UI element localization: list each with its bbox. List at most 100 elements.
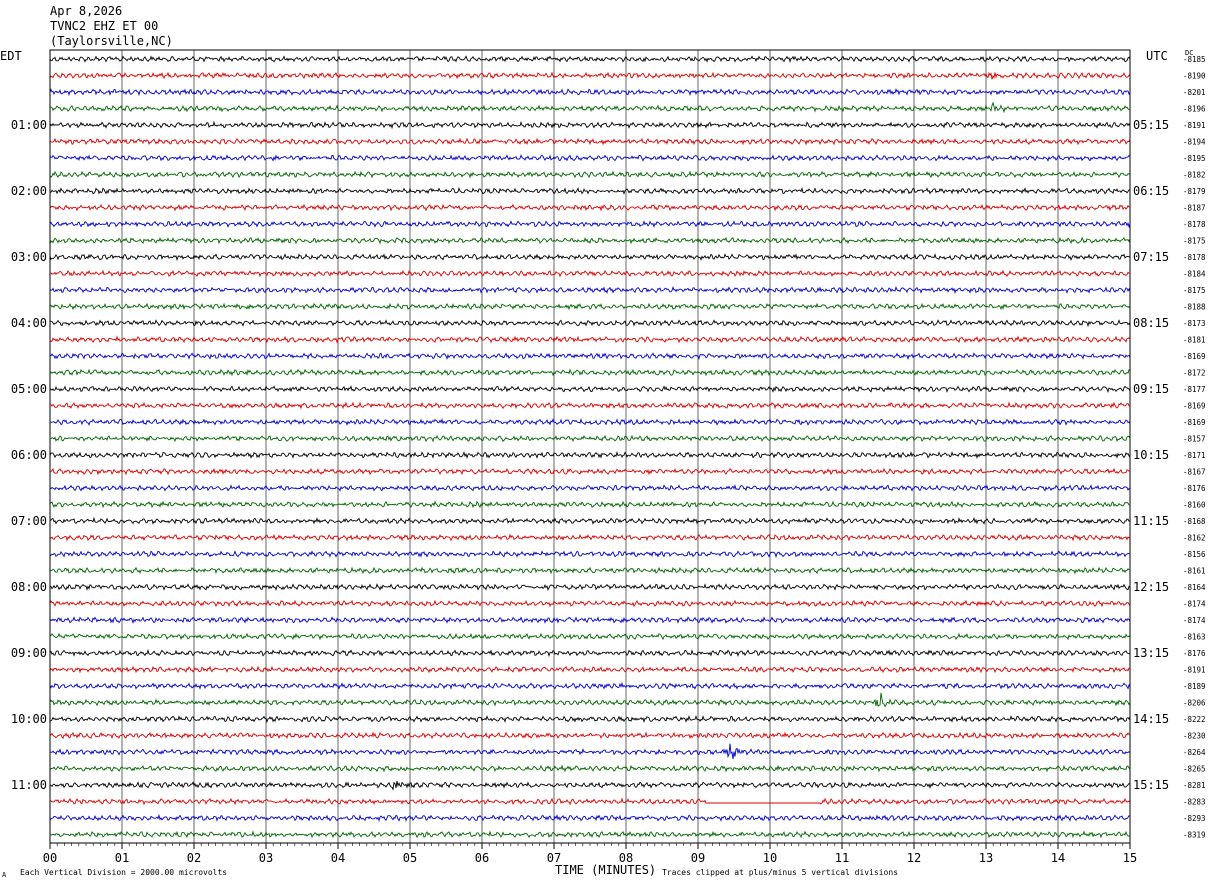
trace-38 [49,681,1131,690]
header-station: TVNC2 EHZ ET 00 [50,19,159,33]
trace-33 [49,599,1131,608]
x-tick-label-12: 12 [907,851,921,865]
right-hour-label: 10:15 [1133,448,1169,462]
dc-offset-label: -8175 [1183,237,1206,246]
x-tick-label-10: 10 [763,851,777,865]
dc-offset-label: -8169 [1183,402,1206,411]
x-axis: 00 01 02 03 04 05 06 07 08 09 10 11 12 13 14 15 [43,843,1137,865]
trace-30 [49,550,1131,559]
dc-offset-label: -8230 [1183,732,1206,741]
x-tick-label-00: 00 [43,851,57,865]
trace-34 [49,616,1131,625]
dc-offset-label: -8283 [1183,798,1206,807]
dc-offset-label: -8206 [1183,699,1206,708]
trace-47 [49,830,1131,839]
dc-offset-label: -8184 [1183,270,1206,279]
x-tick-label-05: 05 [403,851,417,865]
trace-9 [49,203,1131,212]
left-hour-label: 07:00 [11,514,47,528]
trace-24 [49,451,1131,460]
dc-offset-label: -8176 [1183,649,1206,658]
dc-offset-label: -8195 [1183,154,1206,163]
trace-14 [49,285,1131,294]
dc-offset-label: -8190 [1183,72,1206,81]
trace-18 [49,352,1131,361]
right-hour-label: 12:15 [1133,580,1169,594]
trace-21 [49,401,1131,410]
dc-offset-label: -8265 [1183,765,1206,774]
right-hour-label: 13:15 [1133,646,1169,660]
dc-offset-label: -8177 [1183,385,1206,394]
left-hour-label: 06:00 [11,448,47,462]
right-hour-labels: 05:15 06:15 07:15 08:15 09:15 10:15 11:15 12:15… [1133,118,1169,792]
right-hour-label: 09:15 [1133,382,1169,396]
header-date: Apr 8,2026 [50,4,123,18]
dc-offset-labels: -8185 -8190 -8201 -8196 -8191 -8194 -8195 -8182… [1183,55,1206,840]
right-hour-label: 08:15 [1133,316,1169,330]
trace-45 [49,797,1131,806]
dc-offset-label: -8222 [1183,715,1206,724]
trace-36 [49,648,1131,658]
trace-11 [49,236,1131,245]
dc-offset-label: -8188 [1183,303,1206,312]
dc-offset-label: -8163 [1183,633,1206,642]
trace-27 [49,500,1131,509]
left-hour-label: 09:00 [11,646,47,660]
x-tick-label-13: 13 [979,851,993,865]
right-hour-label: 11:15 [1133,514,1169,528]
dc-offset-label: -8174 [1183,616,1206,625]
trace-29 [49,533,1131,542]
right-hour-label: 14:15 [1133,712,1169,726]
dc-offset-label: -8194 [1183,138,1206,147]
trace-0 [49,55,1131,63]
trace-7 [49,170,1131,179]
dc-offset-label: -8201 [1183,88,1206,97]
dc-offset-label: -8162 [1183,534,1206,543]
trace-41 [49,731,1131,740]
dc-offset-label: -8164 [1183,583,1206,592]
clip-note: Traces clipped at plus/minus 5 vertical … [662,868,899,877]
dc-offset-header: DC [1185,49,1194,57]
trace-44 [49,780,1131,791]
trace-28 [49,516,1131,525]
dc-offset-label: -8161 [1183,567,1206,576]
dc-offset-label: -8174 [1183,600,1206,609]
x-tick-label-11: 11 [835,851,849,865]
timezone-left-label: EDT [0,49,22,63]
trace-6 [49,154,1131,162]
trace-19 [49,368,1131,377]
dc-offset-label: -8156 [1183,550,1206,559]
dc-offset-label: -8187 [1183,204,1206,213]
left-hour-label: 01:00 [11,118,47,132]
trace-5 [49,137,1131,146]
dc-offset-label: -8169 [1183,352,1206,361]
left-hour-label: 03:00 [11,250,47,264]
dc-offset-label: -8178 [1183,253,1206,262]
x-tick-label-14: 14 [1051,851,1065,865]
trace-group [49,55,1131,839]
trace-43 [49,764,1131,773]
trace-17 [49,335,1131,344]
x-tick-label-01: 01 [115,851,129,865]
dc-offset-label: -8179 [1183,187,1206,196]
dc-offset-label: -8172 [1183,369,1206,378]
trace-20 [49,385,1131,394]
dc-offset-label: -8181 [1183,336,1206,345]
plot-frame [49,49,1131,844]
left-hour-label: 02:00 [11,184,47,198]
dc-offset-label: -8167 [1183,468,1206,477]
trace-3 [49,101,1131,114]
dc-offset-label: -8264 [1183,748,1206,757]
trace-15 [49,302,1131,311]
header-location: (Taylorsville,NC) [50,34,173,48]
dc-offset-label: -8191 [1183,666,1206,675]
x-tick-label-06: 06 [475,851,489,865]
trace-16 [49,319,1131,328]
trace-2 [49,87,1131,97]
trace-46 [49,813,1131,822]
trace-8 [49,186,1131,195]
dc-offset-label: -8173 [1183,319,1206,328]
left-hour-label: 05:00 [11,382,47,396]
minute-gridlines [121,50,1059,843]
